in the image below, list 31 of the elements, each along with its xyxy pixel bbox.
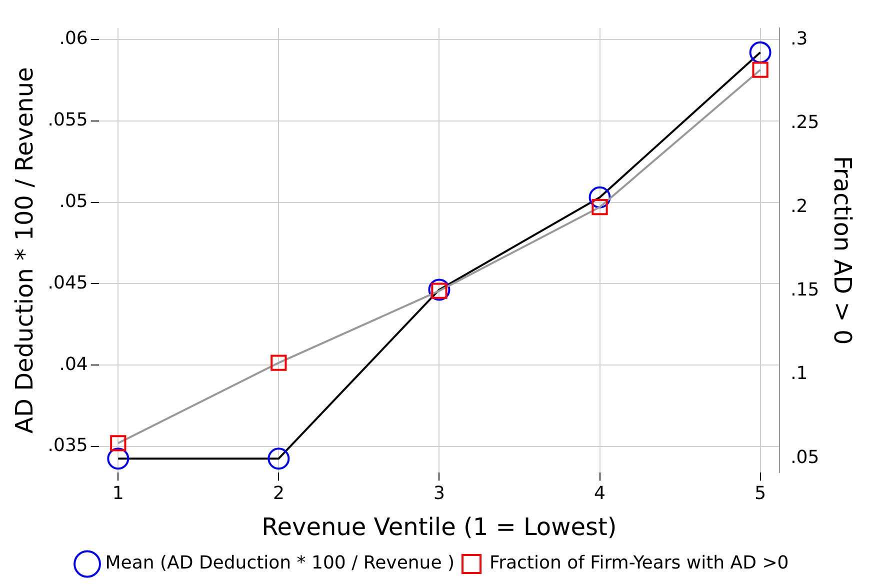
point	[752, 62, 768, 78]
y-tick-label: .055	[48, 110, 88, 130]
y-tick-label: .05	[59, 190, 88, 212]
y2-tick-label: .25	[790, 112, 820, 134]
y2-tick-label: .2	[790, 196, 808, 217]
x-tick-label: 1	[112, 483, 124, 504]
legend-label: Mean (AD Deduction * 100 / Revenue )	[105, 552, 455, 574]
y-tick-label: .06	[59, 28, 88, 50]
point	[268, 448, 290, 470]
point	[107, 448, 130, 470]
point	[428, 278, 450, 301]
y-tick-label: .045	[48, 272, 88, 294]
point	[588, 186, 611, 208]
x-axis-title: Revenue Ventile (1 = Lowest)	[262, 512, 617, 541]
y2-tick-label: .3	[790, 28, 808, 50]
y-axis-title: AD Deduction * 100 / Revenue	[10, 67, 39, 434]
x-tick-label: 5	[754, 483, 766, 504]
y2-tick-label: .1	[790, 363, 808, 384]
point	[110, 435, 126, 452]
y2-tick-label: .05	[790, 446, 820, 468]
point	[592, 199, 608, 216]
x-tick-label: 2	[272, 483, 284, 504]
point	[749, 41, 772, 64]
y-tick-label: .04	[59, 354, 88, 375]
y-tick-label: .035	[48, 435, 88, 456]
legend-label: Fraction of Firm-Years with AD >0	[490, 552, 789, 574]
y2-axis-title: Fraction AD > 0	[828, 156, 856, 345]
x-tick-label: 4	[594, 483, 606, 504]
x-tick-label: 3	[434, 483, 445, 504]
y2-tick-label: .15	[790, 279, 820, 300]
point	[270, 354, 287, 371]
